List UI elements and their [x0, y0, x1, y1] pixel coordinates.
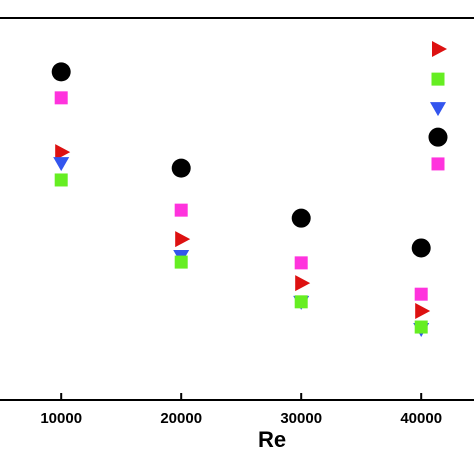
- point: [55, 144, 71, 161]
- point: [294, 256, 308, 270]
- point: [174, 255, 188, 269]
- point: [54, 91, 68, 105]
- point: [414, 320, 428, 334]
- point: [295, 275, 311, 292]
- x-tick-label: 30000: [280, 410, 322, 427]
- point: [174, 203, 188, 217]
- point: [431, 157, 445, 171]
- point: [294, 295, 308, 309]
- point: [175, 231, 191, 248]
- point: [411, 238, 431, 258]
- x-tick-label: 40000: [400, 410, 442, 427]
- point: [171, 158, 191, 178]
- point: [430, 102, 446, 117]
- point: [53, 157, 70, 172]
- x-tick-label: 20000: [160, 410, 202, 427]
- x-tick-label: 10000: [40, 410, 82, 427]
- point: [54, 173, 68, 187]
- point: [291, 208, 311, 228]
- point: [415, 302, 431, 319]
- point: [432, 40, 447, 57]
- point: [428, 127, 448, 147]
- point: [431, 72, 445, 86]
- x-axis-label: Re: [258, 427, 286, 452]
- point: [414, 287, 428, 301]
- point: [51, 62, 71, 82]
